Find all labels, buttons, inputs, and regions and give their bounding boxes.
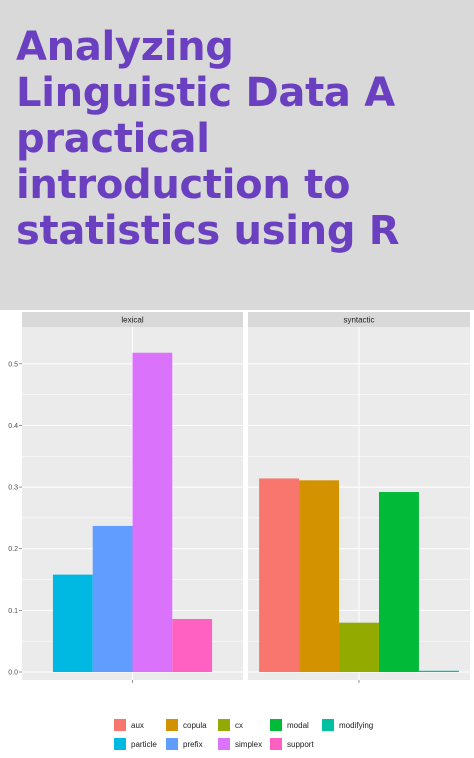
legend-label-cx: cx bbox=[235, 721, 243, 730]
legend-key-aux bbox=[114, 719, 126, 731]
legend-label-support: support bbox=[287, 740, 314, 749]
y-tick-label-1: 0.1 bbox=[8, 608, 18, 615]
facet-strip-syntactic bbox=[248, 312, 470, 327]
legend-key-support bbox=[270, 738, 282, 750]
y-tick-label-0: 0.0 bbox=[8, 670, 18, 677]
legend-label-simplex: simplex bbox=[235, 740, 262, 749]
legend-label-copula: copula bbox=[183, 721, 207, 730]
chart-area: 0.0 0.1 0.2 0.3 0.4 0.5 lexical syntactic aux cop… bbox=[0, 310, 474, 758]
bar-lexical-support bbox=[172, 618, 213, 672]
legend-key-modifying bbox=[322, 719, 334, 731]
bar-syntactic-copula bbox=[299, 480, 340, 672]
legend-key-simplex bbox=[218, 738, 230, 750]
legend-key-particle bbox=[114, 738, 126, 750]
legend-label-particle: particle bbox=[131, 740, 157, 749]
legend-key-prefix bbox=[166, 738, 178, 750]
bar-lexical-prefix bbox=[92, 525, 133, 672]
facet-label-lexical: lexical bbox=[121, 316, 143, 325]
bar-syntactic-modal bbox=[378, 492, 419, 672]
legend-key-modal bbox=[270, 719, 282, 731]
bar-chart: 0.0 0.1 0.2 0.3 0.4 0.5 lexical syntactic aux cop… bbox=[8, 312, 470, 750]
facet-label-syntactic: syntactic bbox=[343, 316, 374, 325]
facet-strip-lexical bbox=[22, 312, 243, 327]
y-tick-label-2: 0.2 bbox=[8, 546, 18, 553]
legend-label-prefix: prefix bbox=[183, 740, 203, 749]
bar-syntactic-aux bbox=[259, 478, 300, 672]
bar-syntactic-modifying bbox=[418, 670, 459, 672]
legend-label-modifying: modifying bbox=[339, 721, 373, 730]
bar-lexical-particle bbox=[52, 574, 93, 672]
legend-key-copula bbox=[166, 719, 178, 731]
y-tick-label-3: 0.3 bbox=[8, 485, 18, 492]
legend-label-modal: modal bbox=[287, 721, 309, 730]
y-tick-label-4: 0.4 bbox=[8, 423, 18, 430]
bar-lexical-simplex bbox=[132, 352, 173, 672]
y-tick-label-5: 0.5 bbox=[8, 361, 18, 368]
legend-key-cx bbox=[218, 719, 230, 731]
legend-label-aux: aux bbox=[131, 721, 144, 730]
bar-syntactic-cx bbox=[339, 622, 379, 672]
cover-title: Analyzing Linguistic Data A practical in… bbox=[16, 24, 400, 254]
cover-title-band: Analyzing Linguistic Data A practical in… bbox=[0, 0, 474, 310]
